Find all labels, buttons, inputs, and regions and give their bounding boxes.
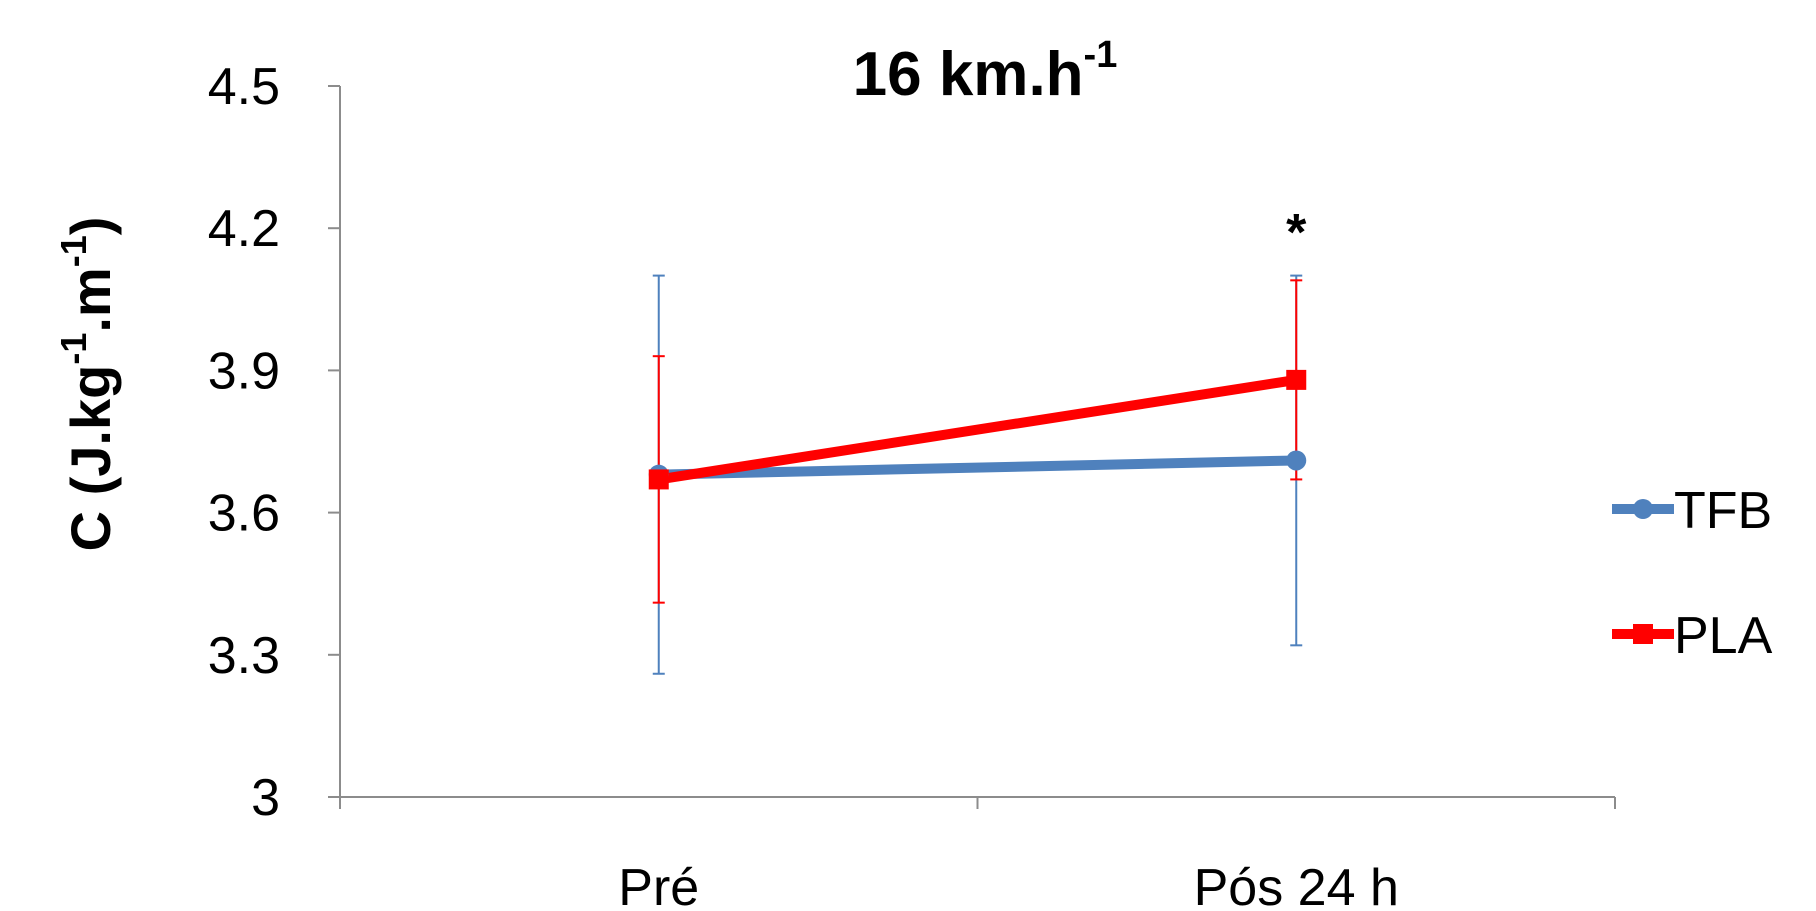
x-tick-label: Pós 24 h [1194,859,1399,911]
y-tick-label: 3.3 [208,627,280,685]
legend-marker-pla [1633,624,1653,644]
series-line-tfb [658,455,1297,480]
chart-title: 16 km.h-1 [853,34,1118,109]
legend: TFB PLA [1612,482,1773,665]
x-tick-labels: Pré Pós 24 h [618,859,1399,911]
legend-marker-tfb [1633,499,1653,519]
legend-label-pla: PLA [1674,607,1773,665]
y-tick-label: 4.5 [208,58,280,116]
annotations: * [1286,204,1307,262]
significance-asterisk: * [1286,204,1307,262]
y-tick-labels: 3 3.3 3.6 3.9 4.2 4.5 [208,58,280,827]
y-tick-label: 3.6 [208,485,280,543]
series-lines [657,374,1298,485]
y-tick-label: 3 [251,769,280,827]
point-pla [648,469,669,490]
point-pla [1286,369,1307,390]
y-tick-label: 3.9 [208,342,280,400]
y-tick-label: 4.2 [208,200,280,258]
chart-title-superscript: -1 [1084,34,1118,76]
series-line-pla [657,374,1298,485]
legend-label-tfb: TFB [1674,482,1772,540]
point-tfb [1286,450,1307,471]
axes [328,85,1616,809]
y-axis-title: C (J.kg-1.m-1) [53,217,122,552]
series-markers [648,369,1307,490]
x-tick-label: Pré [618,859,699,911]
